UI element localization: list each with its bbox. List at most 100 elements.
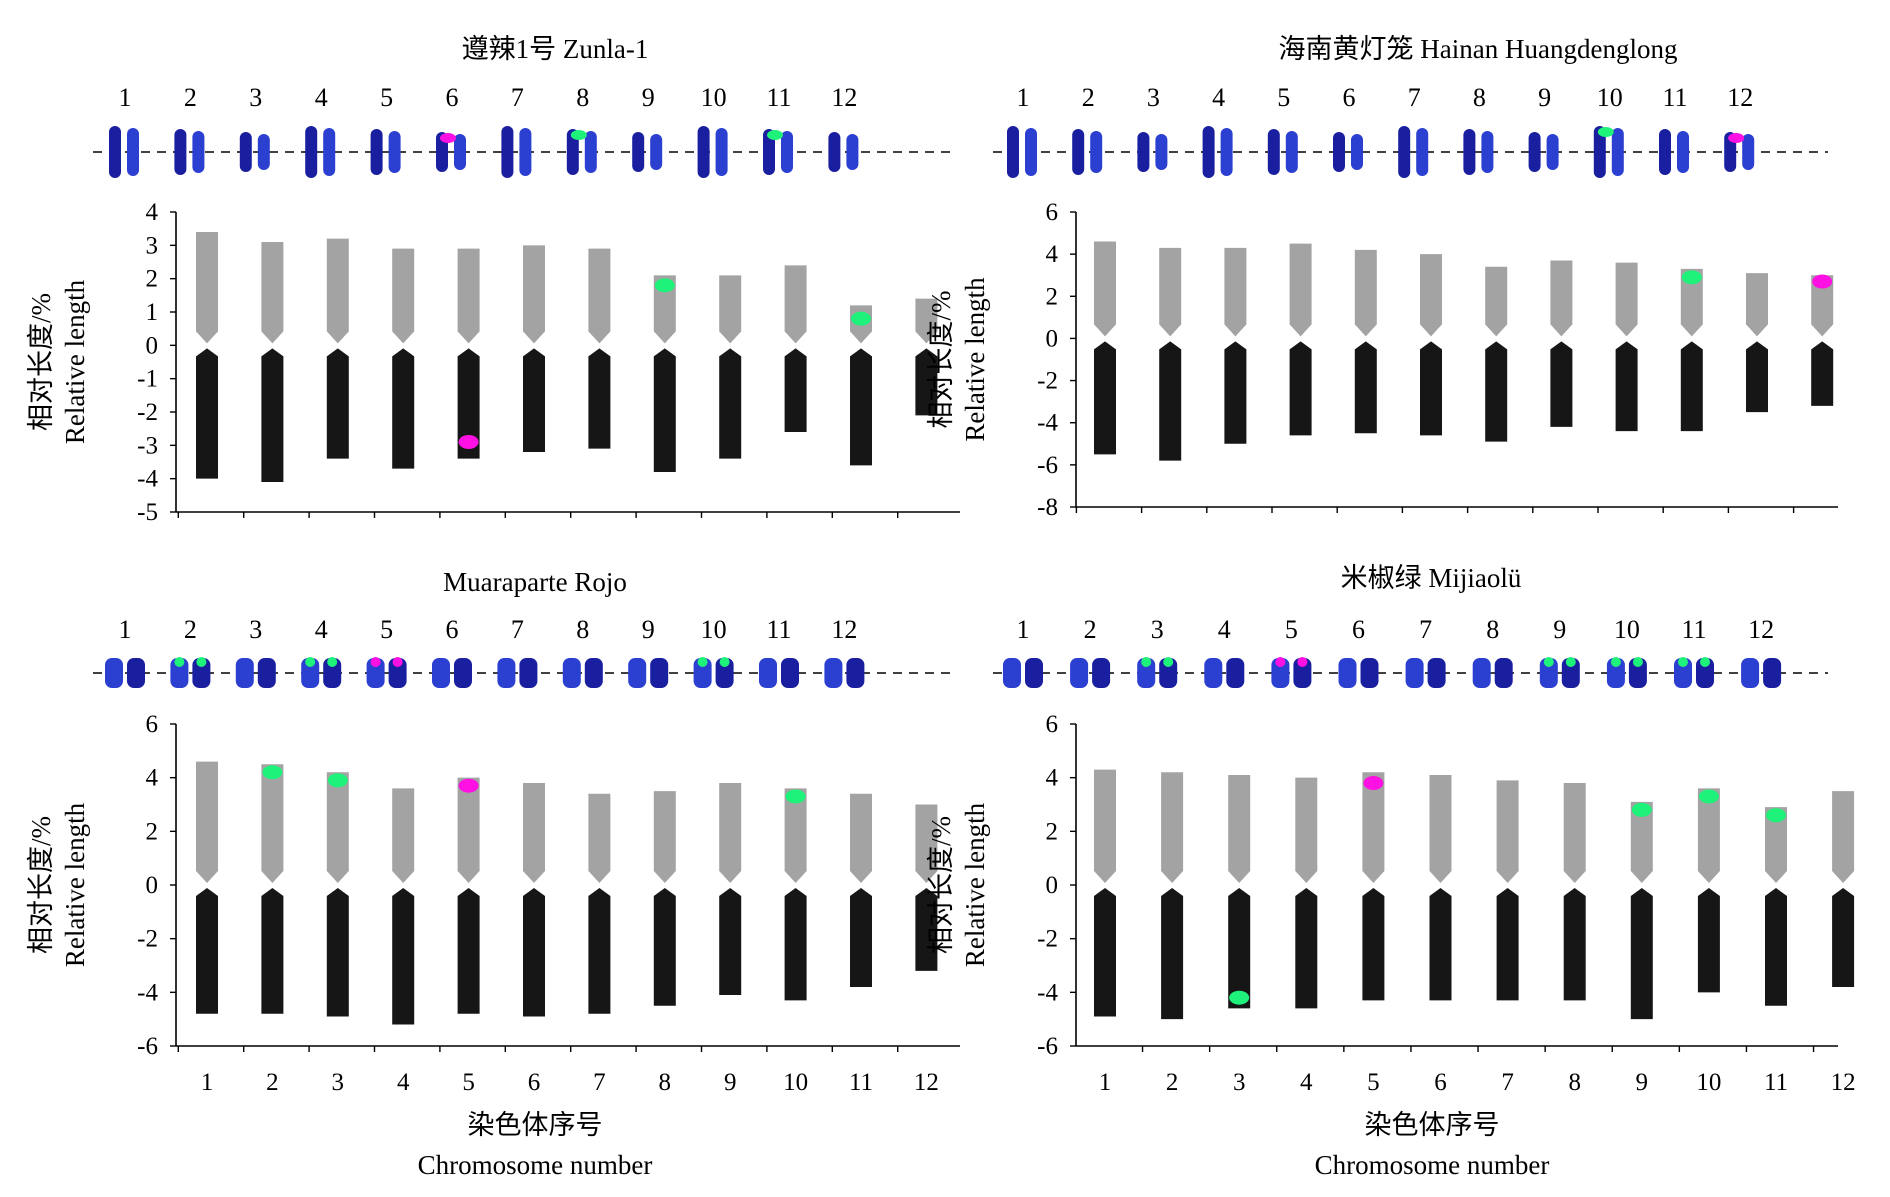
karyotype-label: 7 xyxy=(1408,83,1421,112)
karyotype-label: 8 xyxy=(576,615,589,644)
chromatid xyxy=(105,658,123,688)
chromatid xyxy=(759,658,777,688)
karyotype-label: 6 xyxy=(446,83,459,112)
green-signal-icon xyxy=(327,657,338,667)
chromosome-icon xyxy=(763,129,793,175)
chromosome-icon xyxy=(436,132,466,172)
chromatid xyxy=(1090,131,1103,173)
chromosome-icon xyxy=(1202,126,1233,178)
chromatid xyxy=(1398,126,1411,178)
chromatid xyxy=(1481,131,1494,173)
chromatid xyxy=(1338,658,1357,688)
karyotype-label: 2 xyxy=(184,83,197,112)
magenta-signal-icon xyxy=(1297,657,1308,667)
long-arm-bar xyxy=(1094,341,1116,455)
karyotype-label: 3 xyxy=(1147,83,1160,112)
karyotype-label: 10 xyxy=(701,83,727,112)
magenta-signal-icon xyxy=(1728,133,1745,143)
chromatid xyxy=(519,128,532,176)
chromatid xyxy=(1677,131,1689,173)
panel-title: 海南黄灯笼 Hainan Huangdenglong xyxy=(1279,34,1678,64)
chromatid xyxy=(1092,658,1111,688)
green-signal-icon xyxy=(1700,657,1710,667)
y-tick-label: 2 xyxy=(146,818,159,845)
x-tick-label: 9 xyxy=(724,1069,737,1096)
green-signal-marker xyxy=(1698,789,1719,804)
short-arm-bar xyxy=(1094,241,1116,337)
chromosome-icon xyxy=(1072,129,1103,175)
chromatid xyxy=(1137,658,1156,688)
chromosome-icon xyxy=(1003,658,1043,688)
chromatid xyxy=(501,126,514,178)
x-axis-title-en-left: Chromosome number xyxy=(418,1150,653,1180)
chromatid xyxy=(715,128,728,176)
long-arm-bar xyxy=(1832,888,1855,987)
green-signal-icon xyxy=(1565,657,1576,667)
chromatid xyxy=(1472,658,1491,688)
short-arm-bar xyxy=(719,275,742,344)
karyotype-label: 3 xyxy=(249,615,262,644)
green-signal-icon xyxy=(1543,657,1554,667)
chromatid xyxy=(174,129,187,175)
karyotype-label: 4 xyxy=(1218,615,1231,644)
chromosome-icon xyxy=(1398,126,1429,178)
chromatid xyxy=(127,128,139,176)
long-arm-bar xyxy=(1496,888,1519,1001)
green-signal-icon xyxy=(1632,657,1643,667)
y-tick-label: -4 xyxy=(1037,410,1058,437)
long-arm-bar xyxy=(1765,888,1787,1006)
y-tick-label: 6 xyxy=(1046,711,1059,738)
chromatid xyxy=(1659,129,1671,175)
chromatid xyxy=(370,129,383,175)
chromatid xyxy=(828,132,841,172)
x-tick-label: 6 xyxy=(1434,1069,1447,1096)
chromatid xyxy=(109,126,121,178)
chromatid xyxy=(781,658,799,688)
karyotype-label: 2 xyxy=(184,615,197,644)
y-tick-label: -6 xyxy=(137,1033,158,1060)
short-arm-bar xyxy=(1615,262,1638,337)
short-arm-bar xyxy=(1161,772,1184,883)
x-tick-label: 11 xyxy=(1764,1069,1788,1096)
long-arm-bar xyxy=(326,348,349,459)
chromosome-icon xyxy=(301,657,342,688)
y-tick-label: -6 xyxy=(1037,452,1058,479)
chromatid xyxy=(1696,658,1714,688)
long-arm-bar xyxy=(457,348,480,459)
y-tick-label: 1 xyxy=(146,299,159,326)
x-axis-title-en-right: Chromosome number xyxy=(1315,1150,1550,1180)
x-tick-label: 6 xyxy=(528,1069,541,1096)
y-tick-label: 2 xyxy=(146,266,159,293)
chromatid xyxy=(1628,658,1647,688)
chromatid xyxy=(1155,134,1168,170)
y-tick-label: 6 xyxy=(146,711,159,738)
green-signal-icon xyxy=(570,130,587,140)
karyotype-label: 5 xyxy=(380,83,393,112)
chromatid xyxy=(1271,658,1290,688)
long-arm-bar xyxy=(850,348,872,466)
karyotype-label: 1 xyxy=(1017,83,1030,112)
chromatid xyxy=(1003,658,1021,688)
chromosome-icon xyxy=(1271,657,1312,688)
green-signal-marker xyxy=(262,765,283,780)
chromatid xyxy=(697,126,710,178)
y-tick-label: -4 xyxy=(1037,979,1058,1006)
magenta-signal-icon xyxy=(370,657,381,667)
chromatid xyxy=(693,658,712,688)
karyotype-row: 1 2 3 4 5 6 7 8 9 10 11 12 xyxy=(993,615,1828,688)
chromosome-icon xyxy=(759,658,799,688)
short-arm-bar xyxy=(1485,266,1508,337)
x-tick-label: 7 xyxy=(593,1069,606,1096)
chromosome-icon xyxy=(239,132,270,172)
x-tick-label: 8 xyxy=(659,1069,672,1096)
chromatid xyxy=(1494,658,1513,688)
chromatid xyxy=(1405,658,1424,688)
green-signal-icon xyxy=(719,657,730,667)
chromosome-icon xyxy=(1204,658,1245,688)
chromatid xyxy=(127,658,145,688)
y-tick-label: -4 xyxy=(137,979,158,1006)
long-arm-bar xyxy=(1094,888,1116,1017)
chromatid xyxy=(584,131,597,173)
short-arm-bar xyxy=(1630,801,1653,883)
